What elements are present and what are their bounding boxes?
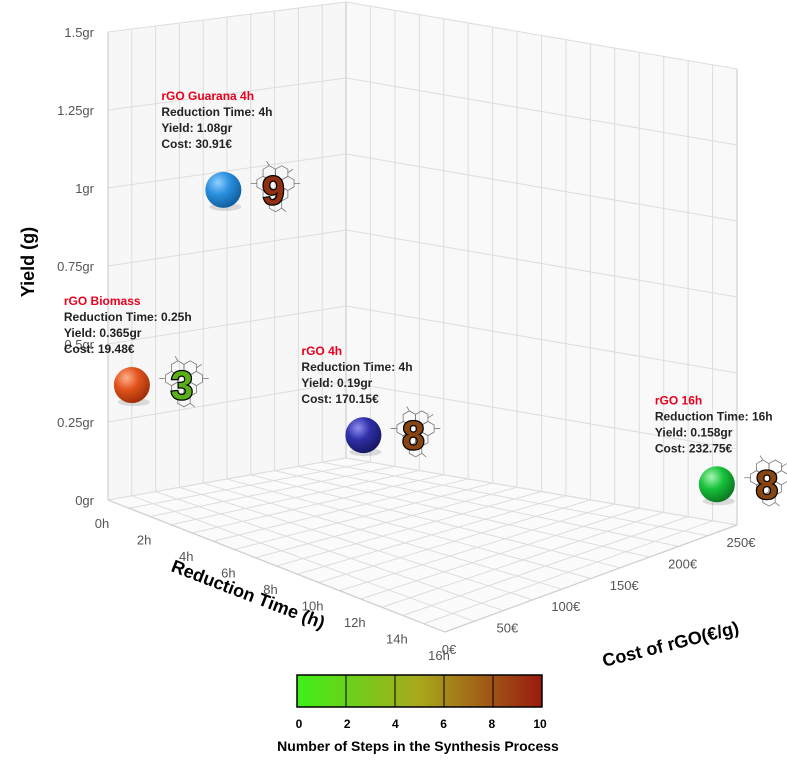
floor-grid-line: [155, 491, 504, 612]
z-axis-title: Cost of rGO(€/g): [600, 618, 741, 671]
data-point: 3 rGO Biomass Reduction Time: 0.25h Yield: …: [64, 294, 210, 409]
y-tick-label: 0gr: [75, 493, 94, 508]
x-tick-label: 2h: [137, 533, 151, 548]
x-tick-label: 14h: [386, 632, 408, 647]
floor-grid-line: [179, 486, 533, 601]
point-layer: 9 rGO Guarana 4h Reduction Time: 4h Yield: …: [64, 89, 787, 509]
colorbar: 0 2 4 6 8 10 Number of Steps in the Synthesis…: [277, 674, 559, 754]
x-tick-label: 0h: [95, 516, 109, 531]
z-tick-label: 150€: [610, 578, 640, 593]
point-marker: [205, 171, 242, 208]
floor-grid-line: [226, 478, 592, 579]
y-axis-title: Yield (g): [18, 227, 38, 297]
y-tick-label: 0.5gr: [64, 337, 94, 352]
point-label-title: rGO 16h: [655, 393, 702, 407]
colorbar-gradient: [296, 674, 543, 708]
floor-grid-line: [298, 465, 679, 547]
floor-grid-line: [274, 470, 650, 558]
x-tick-label: 6h: [221, 566, 235, 581]
point-label-line: Reduction Time: 4h: [301, 360, 412, 374]
floor-grid-line: [203, 482, 562, 590]
z-tick-label: 100€: [551, 599, 581, 614]
colorbar-tick-label: 0: [296, 717, 303, 731]
z-tick-label: 200€: [668, 556, 698, 571]
floor-grid-line: [322, 461, 708, 537]
point-marker: [113, 367, 150, 404]
z-tick-label: 250€: [727, 535, 757, 550]
floor-grid-line: [250, 474, 621, 569]
point-label-title: rGO Guarana 4h: [161, 89, 254, 103]
z-tick-label: 50€: [497, 621, 519, 636]
colorbar-tick-label: 4: [392, 717, 399, 731]
data-point: 8 rGO 16h Reduction Time: 16h Yield: 0.158g…: [655, 393, 787, 509]
steps-number: 9: [262, 169, 284, 213]
y-tick-label: 1.5gr: [64, 25, 94, 40]
y-tick-label: 1gr: [75, 181, 94, 196]
frame-edge: [107, 499, 446, 633]
point-label-line: Reduction Time: 4h: [161, 105, 272, 119]
point-marker: [345, 417, 382, 454]
point-label-line: Cost: 170.15€: [301, 392, 379, 406]
frame-edge: [444, 524, 738, 633]
point-marker: [698, 466, 735, 503]
grid-layer: [107, 1, 738, 633]
point-label-line: Yield: 0.19gr: [301, 376, 372, 390]
steps-number: 3: [171, 364, 193, 408]
x-tick-label: 4h: [179, 549, 193, 564]
data-point: 8 rGO 4h Reduction Time: 4h Yield: 0.19gr Co…: [301, 344, 441, 459]
point-label-title: rGO 4h: [301, 344, 342, 358]
colorbar-tick-label: 2: [344, 717, 351, 731]
colorbar-ticks: 0 2 4 6 8 10: [296, 675, 547, 731]
y-tick-label: 0.25gr: [57, 415, 95, 430]
x-tick-label: 12h: [344, 615, 366, 630]
point-label-title: rGO Biomass: [64, 294, 141, 308]
point-label-line: Reduction Time: 16h: [655, 409, 773, 423]
point-label-line: Reduction Time: 0.25h: [64, 310, 192, 324]
point-label-line: Cost: 19.48€: [64, 342, 135, 356]
data-point: 9 rGO Guarana 4h Reduction Time: 4h Yield: …: [161, 89, 301, 214]
point-label-line: Cost: 30.91€: [161, 137, 232, 151]
colorbar-tick-label: 10: [533, 717, 547, 731]
point-label-line: Yield: 0.158gr: [655, 425, 733, 439]
point-label-line: Yield: 1.08gr: [161, 121, 232, 135]
steps-number: 8: [756, 463, 778, 507]
x-tick-label: 8h: [263, 582, 277, 597]
floor-grid-line: [131, 495, 475, 622]
colorbar-tick-label: 8: [488, 717, 495, 731]
x-tick-label: 16h: [428, 648, 450, 663]
colorbar-title: Number of Steps in the Synthesis Process: [277, 738, 559, 754]
x-tick-label: 10h: [302, 599, 324, 614]
y-tick-label: 1.25gr: [57, 103, 95, 118]
y-tick-label: 0.75gr: [57, 259, 95, 274]
z-tick-label: 0€: [442, 642, 457, 657]
point-label-line: Cost: 232.75€: [655, 441, 733, 455]
steps-number: 8: [402, 414, 424, 458]
point-label-line: Yield: 0.365gr: [64, 326, 142, 340]
colorbar-tick-label: 6: [440, 717, 447, 731]
